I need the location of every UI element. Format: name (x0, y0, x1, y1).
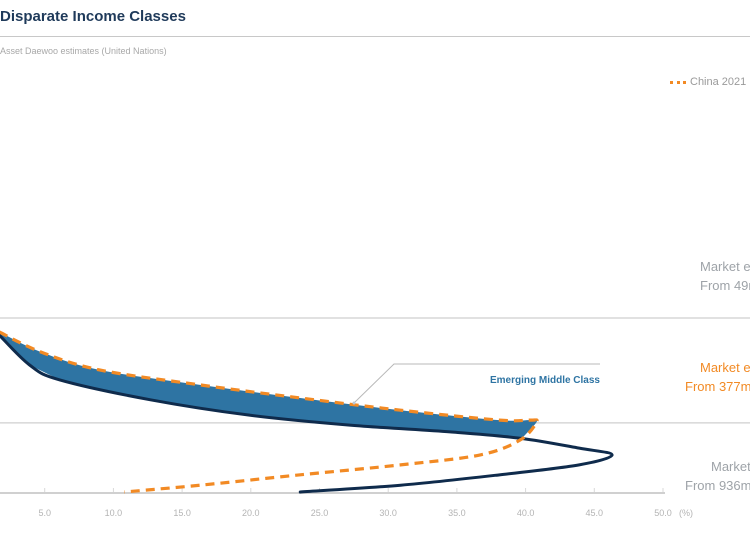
annotation-label: Emerging Middle Class (490, 375, 600, 386)
band-label-middle: Market e From 377m (685, 360, 750, 394)
x-tick-label: 15.0 (173, 508, 191, 518)
title-divider (0, 36, 750, 37)
chart-source: Asset Daewoo estimates (United Nations) (0, 46, 167, 56)
x-tick-label: 35.0 (448, 508, 466, 518)
x-tick-label: 10.0 (105, 508, 123, 518)
chart-title: Disparate Income Classes (0, 8, 186, 25)
x-tick-label: 30.0 (379, 508, 397, 518)
x-tick-label: 5.0 (38, 508, 51, 518)
x-tick-label: 25.0 (311, 508, 329, 518)
band-label-lower: Market From 936m (685, 459, 750, 493)
legend-swatch-china (670, 80, 686, 84)
emerging-middle-class-area (0, 332, 538, 441)
x-tick-label: 20.0 (242, 508, 260, 518)
annotation-leader (353, 363, 600, 404)
annotation-dot (352, 401, 356, 405)
legend: China 2021 (670, 76, 746, 88)
x-axis-unit: (%) (679, 508, 693, 518)
series-line-dark (0, 333, 614, 494)
x-tick-label: 50.0 (654, 508, 672, 518)
series-line-china-2021 (0, 330, 539, 494)
x-tick-label: 45.0 (586, 508, 604, 518)
x-tick-label: 40.0 (517, 508, 535, 518)
legend-label-china: China 2021 (690, 76, 747, 88)
